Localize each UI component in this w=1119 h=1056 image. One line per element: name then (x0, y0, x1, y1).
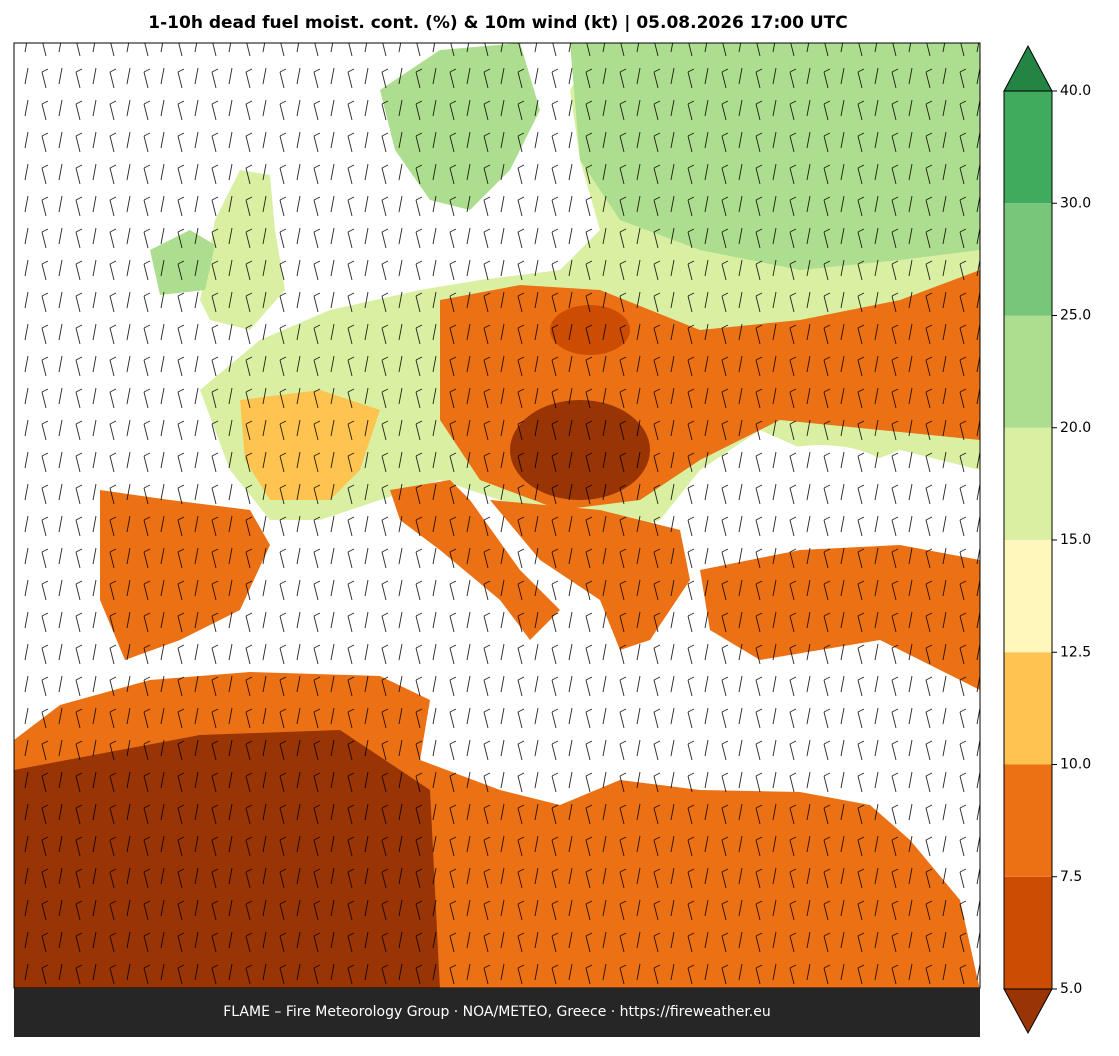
map-title: 1-10h dead fuel moist. cont. (%) & 10m w… (148, 13, 847, 33)
colorbar-tick-label: 30.0 (1060, 195, 1091, 211)
colorbar-segment (1004, 427, 1052, 540)
colorbar-tick-label: 15.0 (1060, 532, 1091, 548)
colorbar-tick-label: 7.5 (1060, 869, 1082, 885)
wind-barbs (14, 43, 980, 988)
colorbar-segment (1004, 876, 1052, 989)
colorbar-tick-label: 25.0 (1060, 308, 1091, 324)
map (14, 43, 980, 988)
colorbar-under (1003, 988, 1053, 1035)
colorbar-segment (1004, 203, 1052, 316)
colorbar-segment (1004, 540, 1052, 653)
colorbar: 5.0 7.5 10.0 12.5 15.0 20.0 25.0 30.0 40.0 (1003, 44, 1091, 1035)
footer-bar (14, 988, 980, 1037)
colorbar-tick-label: 20.0 (1060, 420, 1091, 436)
colorbar-segment (1004, 315, 1052, 428)
colorbar-segment (1004, 652, 1052, 765)
colorbar-tick-label: 10.0 (1060, 757, 1091, 773)
colorbar-segment (1004, 764, 1052, 877)
colorbar-tick-label: 12.5 (1060, 644, 1091, 660)
colorbar-tick-label: 40.0 (1060, 83, 1091, 99)
footer-text: FLAME – Fire Meteorology Group · NOA/MET… (223, 1004, 771, 1020)
colorbar-over (1003, 44, 1053, 92)
colorbar-segment (1004, 91, 1052, 204)
colorbar-tick-label: 5.0 (1060, 981, 1082, 997)
